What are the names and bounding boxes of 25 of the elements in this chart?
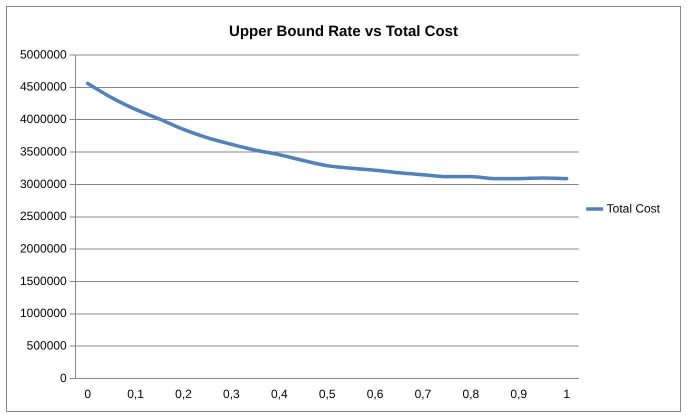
x-tick-label: 0,2 [175,387,192,402]
y-tick-label: 5000000 [20,47,68,62]
x-tick-label: 1 [563,387,570,402]
y-tick-label: 1000000 [20,306,68,320]
x-tick-label: 0,4 [270,387,288,402]
y-tick-label: 3000000 [20,176,68,191]
x-tick-label: 0,1 [127,387,144,402]
x-tick-label: 0,5 [318,387,336,402]
chart-title: Upper Bound Rate vs Total Cost [229,23,458,40]
y-tick-label: 4000000 [20,112,68,126]
x-tick-label: 0,8 [462,387,480,402]
x-tick-label: 0,3 [223,387,240,402]
line-series [86,82,568,180]
y-tick-label: 1500000 [20,274,68,288]
y-tick-label: 500000 [26,338,68,353]
y-tick-label: 4500000 [20,80,68,94]
legend-label: Total Cost [606,201,661,216]
x-tick-label: 0,9 [510,387,528,402]
y-tick-label: 2000000 [20,241,68,256]
x-tick-label: 0 [84,387,92,402]
y-tick-label: 0 [60,370,68,385]
x-tick-label: 0,6 [366,387,384,402]
y-tick-label: 2500000 [20,209,68,224]
x-tick-label: 0,7 [414,387,432,402]
y-tick-label: 3500000 [20,144,68,158]
